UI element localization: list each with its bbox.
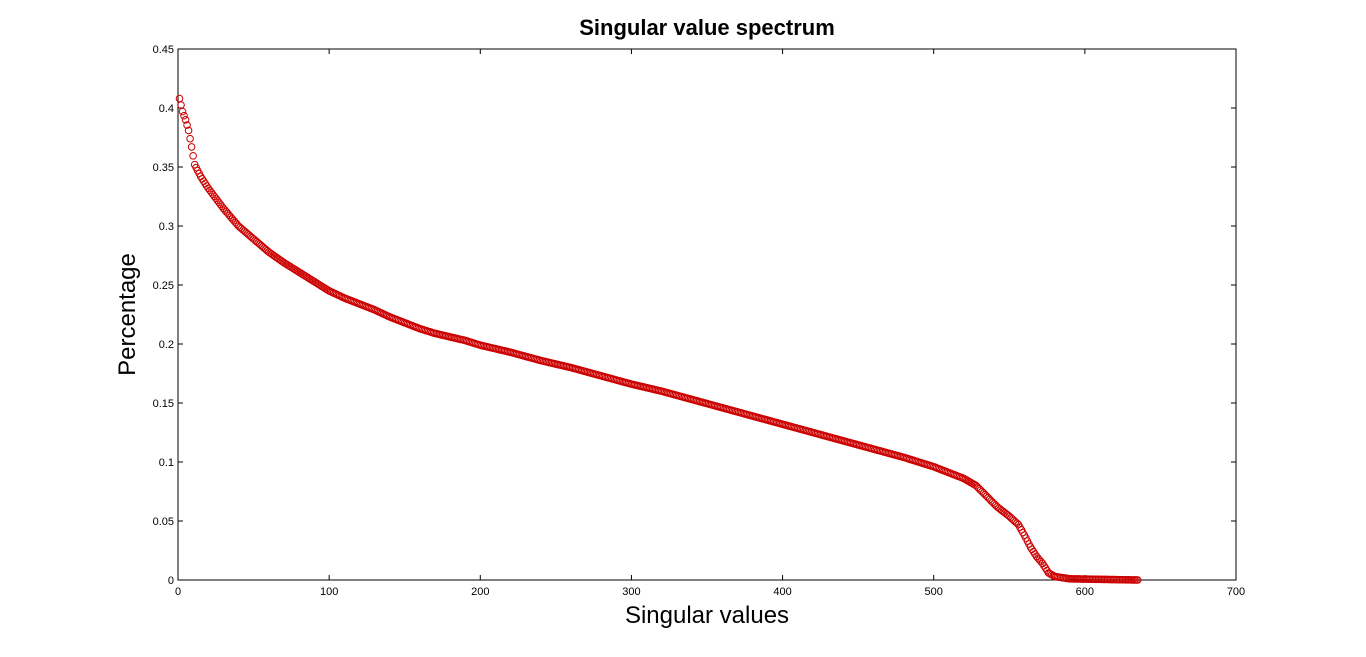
data-point [178, 107, 187, 116]
data-point [183, 121, 191, 129]
y-tick-label: 0.25 [153, 280, 174, 292]
y-tick-label: 0.2 [159, 339, 174, 351]
data-point [177, 101, 185, 109]
plot-area-frame [177, 48, 1237, 581]
x-tick-label: 200 [471, 586, 489, 598]
y-tick-label: 0 [168, 575, 174, 587]
data-point [184, 126, 193, 135]
data-point [186, 134, 194, 143]
y-tick-label: 0.4 [159, 103, 174, 115]
data-point [181, 116, 190, 124]
x-tick-label: 0 [175, 586, 181, 598]
y-tick-label: 0.15 [153, 398, 174, 410]
x-tick-label: 700 [1227, 586, 1245, 598]
data-point [180, 111, 188, 120]
y-tick-label: 0.05 [153, 516, 174, 528]
y-axis-title: Percentage [114, 253, 141, 376]
data-point [175, 94, 184, 103]
x-tick-label: 100 [320, 586, 338, 598]
y-tick-label: 0.3 [159, 221, 174, 233]
x-tick-label: 300 [622, 586, 640, 598]
x-tick-label: 600 [1076, 586, 1094, 598]
y-axis-ticks: 0 0.05 0.1 0.15 0.2 0.25 0.3 0.35 0.4 0.45 [153, 44, 1236, 587]
chart-title: Singular value spectrum [579, 15, 835, 40]
y-tick-label: 0.1 [159, 457, 174, 469]
x-axis-ticks: 0 100 200 300 400 500 600 700 [175, 49, 1245, 598]
data-series [175, 94, 1142, 584]
y-tick-label: 0.35 [153, 162, 174, 174]
x-axis-title: Singular values [625, 602, 789, 629]
data-point [1133, 576, 1142, 584]
data-point [189, 151, 197, 160]
x-tick-label: 400 [773, 586, 791, 598]
x-tick-label: 500 [925, 586, 943, 598]
data-point [187, 143, 196, 151]
y-tick-label: 0.45 [153, 44, 174, 56]
